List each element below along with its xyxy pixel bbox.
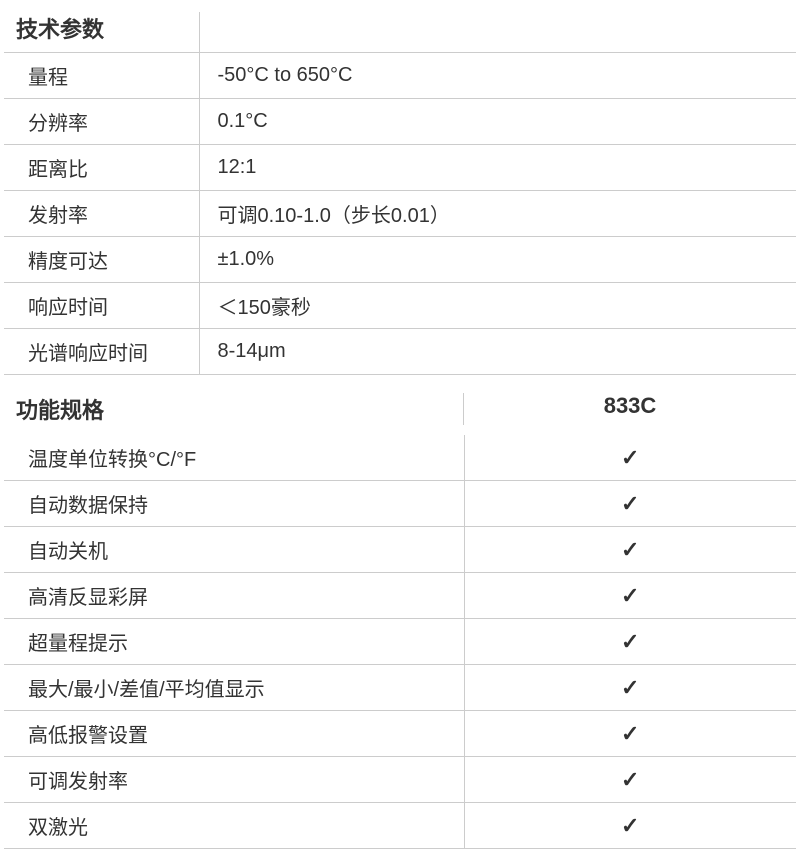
table-row: 响应时间 ＜150豪秒 bbox=[4, 283, 796, 329]
spec-label: 响应时间 bbox=[4, 283, 199, 329]
check-icon: ✓ bbox=[464, 527, 796, 573]
table-row: 自动关机 ✓ bbox=[4, 527, 796, 573]
features-section: 功能规格 833C 温度单位转换°C/°F ✓ 自动数据保持 ✓ 自动关机 ✓ … bbox=[4, 393, 796, 849]
feature-label: 最大/最小/差值/平均值显示 bbox=[4, 665, 464, 711]
feature-label: 温度单位转换°C/°F bbox=[4, 435, 464, 481]
spec-label: 量程 bbox=[4, 53, 199, 99]
table-row: 高低报警设置 ✓ bbox=[4, 711, 796, 757]
features-model: 833C bbox=[464, 393, 796, 425]
spec-label: 光谱响应时间 bbox=[4, 329, 199, 375]
table-row: 分辨率 0.1°C bbox=[4, 99, 796, 145]
spec-value: ±1.0% bbox=[199, 237, 796, 283]
check-icon: ✓ bbox=[464, 803, 796, 849]
check-icon: ✓ bbox=[464, 573, 796, 619]
table-row: 自动数据保持 ✓ bbox=[4, 481, 796, 527]
features-header: 功能规格 833C bbox=[4, 393, 796, 435]
specs-header-empty bbox=[199, 12, 796, 53]
feature-label: 高低报警设置 bbox=[4, 711, 464, 757]
spec-value: 12:1 bbox=[199, 145, 796, 191]
table-row: 量程 -50°C to 650°C bbox=[4, 53, 796, 99]
table-row: 超量程提示 ✓ bbox=[4, 619, 796, 665]
spec-label: 发射率 bbox=[4, 191, 199, 237]
check-icon: ✓ bbox=[464, 435, 796, 481]
spec-label: 分辨率 bbox=[4, 99, 199, 145]
feature-label: 双激光 bbox=[4, 803, 464, 849]
specs-header-row: 技术参数 bbox=[4, 12, 796, 53]
specs-title: 技术参数 bbox=[4, 12, 199, 53]
table-row: 光谱响应时间 8-14μm bbox=[4, 329, 796, 375]
check-icon: ✓ bbox=[464, 665, 796, 711]
feature-label: 自动关机 bbox=[4, 527, 464, 573]
spec-label: 精度可达 bbox=[4, 237, 199, 283]
table-row: 精度可达 ±1.0% bbox=[4, 237, 796, 283]
page-container: 技术参数 量程 -50°C to 650°C 分辨率 0.1°C 距离比 12:… bbox=[0, 0, 800, 861]
features-title: 功能规格 bbox=[4, 393, 464, 425]
features-table: 温度单位转换°C/°F ✓ 自动数据保持 ✓ 自动关机 ✓ 高清反显彩屏 ✓ 超… bbox=[4, 435, 796, 849]
table-row: 高清反显彩屏 ✓ bbox=[4, 573, 796, 619]
table-row: 最大/最小/差值/平均值显示 ✓ bbox=[4, 665, 796, 711]
check-icon: ✓ bbox=[464, 711, 796, 757]
table-row: 温度单位转换°C/°F ✓ bbox=[4, 435, 796, 481]
feature-label: 超量程提示 bbox=[4, 619, 464, 665]
table-row: 双激光 ✓ bbox=[4, 803, 796, 849]
spec-value: -50°C to 650°C bbox=[199, 53, 796, 99]
spec-label: 距离比 bbox=[4, 145, 199, 191]
table-row: 发射率 可调0.10-1.0（步长0.01） bbox=[4, 191, 796, 237]
specs-table: 技术参数 量程 -50°C to 650°C 分辨率 0.1°C 距离比 12:… bbox=[4, 12, 796, 375]
table-row: 距离比 12:1 bbox=[4, 145, 796, 191]
spec-value: 0.1°C bbox=[199, 99, 796, 145]
check-icon: ✓ bbox=[464, 481, 796, 527]
spec-value: 8-14μm bbox=[199, 329, 796, 375]
spec-value: 可调0.10-1.0（步长0.01） bbox=[199, 191, 796, 237]
spec-value: ＜150豪秒 bbox=[199, 283, 796, 329]
check-icon: ✓ bbox=[464, 619, 796, 665]
feature-label: 自动数据保持 bbox=[4, 481, 464, 527]
feature-label: 高清反显彩屏 bbox=[4, 573, 464, 619]
